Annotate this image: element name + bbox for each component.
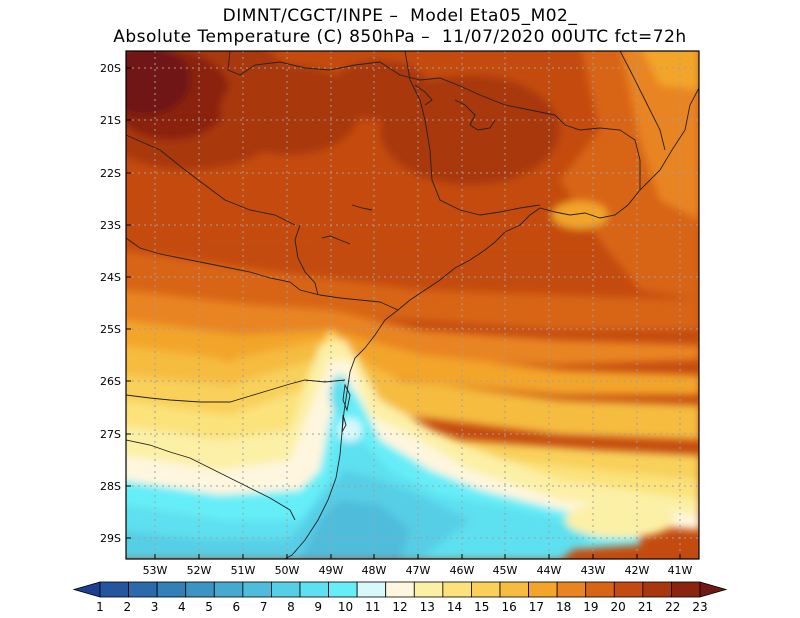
lon-label: 48W xyxy=(362,564,387,577)
colorbar-label: 9 xyxy=(314,600,322,614)
state-border-es-ba xyxy=(619,51,666,151)
colorbar-swatch xyxy=(585,581,615,598)
lon-label: 47W xyxy=(406,564,431,577)
map-title-line2: Absolute Temperature (C) 850hPa – 11/07/… xyxy=(113,27,687,47)
colorbar-label: 15 xyxy=(474,600,489,614)
lon-label: 46W xyxy=(450,564,475,577)
colorbar-swatch xyxy=(328,581,358,598)
colorbar-label: 7 xyxy=(260,600,268,614)
colorbar-label: 21 xyxy=(638,600,653,614)
island xyxy=(341,414,347,433)
longitude-axis: 53W 52W 51W 50W 49W 48W 47W 46W 45W 44W 43W 42W 41W xyxy=(143,554,693,577)
colorbar-swatch xyxy=(642,581,672,598)
lon-label: 49W xyxy=(319,564,344,577)
latitude-axis: 20S 21S 22S 23S 24S 25S 26S 27S 28S 29S xyxy=(100,62,131,545)
colorbar-swatch xyxy=(385,581,415,598)
state-border-ms-sp xyxy=(126,134,296,226)
lon-label: 52W xyxy=(187,564,212,577)
state-border-mg-es xyxy=(554,114,641,190)
colorbar-label: 5 xyxy=(205,600,213,614)
colorbar: 1 2 3 4 5 6 7 8 9 10 11 12 13 14 15 16 17 18 19 20 21 22 23 xyxy=(72,581,728,614)
colorbar-swatch xyxy=(413,581,444,598)
colorbar-label: 22 xyxy=(665,600,680,614)
state-border-sp-mg xyxy=(404,51,541,216)
colorbar-label: 10 xyxy=(338,600,353,614)
colorbar-swatch xyxy=(528,581,558,598)
colorbar-label: 6 xyxy=(233,600,241,614)
colorbar-swatch xyxy=(671,581,701,598)
colorbar-label: 19 xyxy=(583,600,598,614)
lon-label: 50W xyxy=(275,564,300,577)
colorbar-swatch xyxy=(299,581,329,598)
lon-label: 45W xyxy=(493,564,518,577)
colorbar-label: 2 xyxy=(123,600,131,614)
colorbar-label: 1 xyxy=(96,600,104,614)
lat-label: 20S xyxy=(100,62,121,75)
lon-label: 41W xyxy=(668,564,693,577)
colorbar-swatch xyxy=(471,581,501,598)
colorbar-label: 17 xyxy=(529,600,544,614)
lat-label: 27S xyxy=(100,428,121,441)
lat-label: 29S xyxy=(100,532,121,545)
lat-label: 25S xyxy=(100,323,121,336)
colorbar-label: 14 xyxy=(447,600,462,614)
state-border-ms-pr xyxy=(294,224,319,296)
lon-label: 42W xyxy=(625,564,650,577)
colorbar-label: 16 xyxy=(501,600,516,614)
colorbar-label: 11 xyxy=(365,600,380,614)
reservoir xyxy=(454,99,496,131)
colorbar-label: 12 xyxy=(392,600,407,614)
lon-label: 43W xyxy=(581,564,606,577)
map-frame xyxy=(125,50,700,560)
lat-label: 21S xyxy=(100,114,121,127)
colorbar-arrow-low xyxy=(72,581,101,598)
colorbar-arrow-high xyxy=(699,581,728,598)
colorbar-label: 4 xyxy=(178,600,186,614)
map-title-line1: DIMNT/CGCT/INPE – Model Eta05_M02_ xyxy=(222,6,578,26)
colorbar-swatch xyxy=(356,581,387,598)
reservoir xyxy=(351,204,373,211)
colorbar-swatch xyxy=(213,581,244,598)
lon-label: 51W xyxy=(231,564,256,577)
colorbar-swatch xyxy=(499,581,529,598)
colorbar-label: 20 xyxy=(611,600,626,614)
state-border-sc-rs xyxy=(126,439,296,521)
colorbar-swatch xyxy=(271,581,301,598)
lat-label: 24S xyxy=(100,271,121,284)
colorbar-swatch xyxy=(613,581,644,598)
colorbar-label: 8 xyxy=(287,600,295,614)
coastline xyxy=(284,87,699,559)
colorbar-label: 3 xyxy=(151,600,159,614)
colorbar-label: 13 xyxy=(420,600,435,614)
colorbar-swatch xyxy=(442,581,472,598)
lat-label: 28S xyxy=(100,480,121,493)
lon-label: 44W xyxy=(537,564,562,577)
colorbar-label: 18 xyxy=(556,600,571,614)
colorbar-swatch xyxy=(99,581,129,598)
lat-label: 22S xyxy=(100,167,121,180)
state-border-mg xyxy=(227,51,556,116)
colorbar-swatch xyxy=(185,581,215,598)
colorbar-swatch xyxy=(156,581,187,598)
boundaries xyxy=(126,51,699,559)
lat-label: 26S xyxy=(100,375,121,388)
colorbar-label: 23 xyxy=(692,600,707,614)
lat-lon-gridlines xyxy=(126,51,699,559)
colorbar-swatch xyxy=(242,581,272,598)
island xyxy=(342,383,351,412)
lat-label: 23S xyxy=(100,219,121,232)
colorbar-swatch xyxy=(128,581,158,598)
reservoir xyxy=(321,235,351,245)
lon-label: 53W xyxy=(143,564,168,577)
colorbar-swatch xyxy=(556,581,587,598)
state-border-pr-sp xyxy=(126,237,399,311)
temperature-field xyxy=(126,51,699,559)
reservoir xyxy=(414,84,433,106)
state-border-pr-sc xyxy=(126,379,346,403)
